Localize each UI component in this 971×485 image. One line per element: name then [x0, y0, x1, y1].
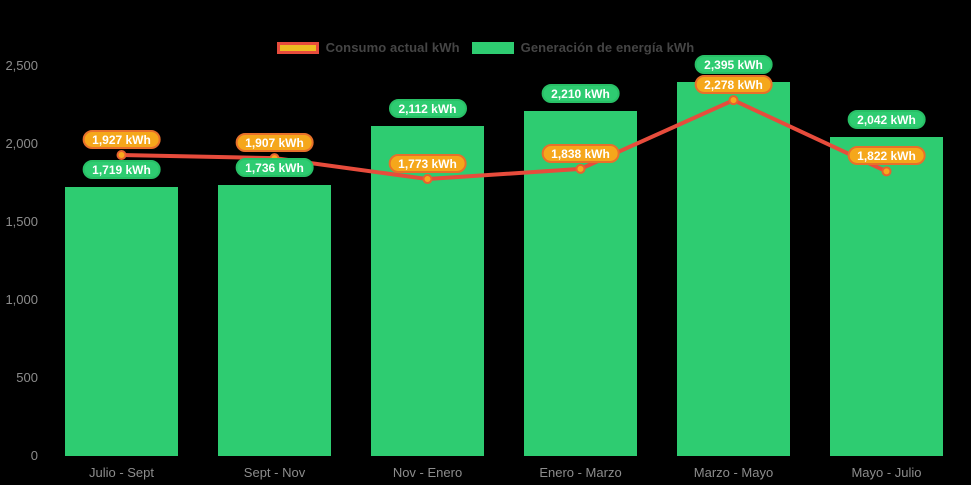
- line-label-enero-marzo: 1,838 kWh: [541, 143, 620, 163]
- bar-label-julio-sept: 1,719 kWh: [82, 160, 161, 180]
- consumo-point-enero-marzo[interactable]: [575, 163, 586, 174]
- consumo-point-marzo-mayo[interactable]: [728, 95, 739, 106]
- bar-julio-sept[interactable]: [65, 187, 178, 456]
- x-axis-label-julio-sept: Julio - Sept: [88, 465, 155, 480]
- y-axis-tick-1-000: 1,000: [5, 291, 38, 307]
- line-label-mayo-julio: 1,822 kWh: [847, 146, 926, 166]
- bar-label-nov-enero: 2,112 kWh: [388, 99, 467, 119]
- line-label-nov-enero: 1,773 kWh: [388, 154, 467, 174]
- legend-item-consumo[interactable]: Consumo actual kWh: [276, 40, 460, 55]
- y-axis-tick-0: 0: [30, 448, 38, 463]
- legend: Consumo actual kWh Generación de energía…: [0, 40, 971, 55]
- bar-marzo-mayo[interactable]: [677, 81, 790, 456]
- line-label-sept-nov: 1,907 kWh: [235, 133, 314, 153]
- x-axis-label-nov-enero: Nov - Enero: [392, 465, 463, 480]
- bar-label-enero-marzo: 2,210 kWh: [541, 83, 620, 103]
- consumo-point-mayo-julio[interactable]: [881, 166, 892, 177]
- legend-swatch-consumo-icon: [276, 41, 319, 54]
- bar-sept-nov[interactable]: [218, 184, 331, 456]
- legend-label-generacion: Generación de energía kWh: [520, 40, 695, 55]
- x-axis-label-mayo-julio: Mayo - Julio: [851, 465, 922, 480]
- bar-label-mayo-julio: 2,042 kWh: [847, 110, 926, 130]
- line-label-marzo-mayo: 2,278 kWh: [694, 75, 773, 95]
- legend-label-consumo: Consumo actual kWh: [325, 40, 460, 55]
- y-axis-tick-1-500: 1,500: [5, 213, 38, 229]
- bar-label-marzo-mayo: 2,395 kWh: [694, 54, 773, 74]
- x-axis-label-sept-nov: Sept - Nov: [243, 465, 306, 480]
- y-axis-tick-2-500: 2,500: [5, 57, 38, 73]
- consumo-line: [121, 98, 888, 182]
- consumo-point-nov-enero[interactable]: [422, 174, 433, 185]
- line-label-julio-sept: 1,927 kWh: [82, 130, 161, 149]
- legend-item-generacion[interactable]: Generación de energía kWh: [471, 40, 695, 55]
- bar-mayo-julio[interactable]: [830, 137, 943, 456]
- x-axis-label-marzo-mayo: Marzo - Mayo: [693, 465, 774, 480]
- x-axis-label-enero-marzo: Enero - Marzo: [539, 465, 622, 480]
- y-axis-tick-500: 500: [16, 369, 38, 385]
- consumo-point-julio-sept[interactable]: [116, 150, 127, 161]
- bar-label-sept-nov: 1,736 kWh: [235, 157, 314, 177]
- legend-swatch-generacion-icon: [471, 41, 514, 54]
- y-axis-tick-2-000: 2,000: [5, 135, 38, 151]
